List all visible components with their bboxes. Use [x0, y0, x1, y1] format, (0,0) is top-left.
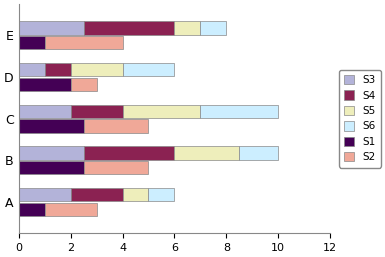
Bar: [84, 119, 149, 133]
Bar: [84, 21, 174, 35]
Bar: [18, 63, 45, 76]
Bar: [45, 63, 70, 76]
Bar: [45, 36, 122, 49]
Bar: [84, 161, 149, 174]
Bar: [18, 161, 84, 174]
Bar: [174, 21, 201, 35]
Legend: S3, S4, S5, S6, S1, S2: S3, S4, S5, S6, S1, S2: [338, 70, 381, 168]
Bar: [122, 188, 149, 201]
Bar: [201, 105, 278, 118]
Bar: [70, 78, 97, 91]
Bar: [18, 105, 70, 118]
Bar: [18, 78, 70, 91]
Bar: [18, 21, 84, 35]
Bar: [70, 63, 122, 76]
Bar: [18, 188, 70, 201]
Bar: [239, 146, 278, 160]
Bar: [149, 188, 174, 201]
Bar: [70, 188, 122, 201]
Bar: [122, 105, 201, 118]
Bar: [18, 146, 84, 160]
Bar: [18, 36, 45, 49]
Bar: [70, 105, 122, 118]
Bar: [122, 63, 174, 76]
Bar: [18, 203, 45, 216]
Bar: [84, 146, 174, 160]
Bar: [174, 146, 239, 160]
Bar: [201, 21, 226, 35]
Bar: [18, 119, 84, 133]
Bar: [45, 203, 97, 216]
